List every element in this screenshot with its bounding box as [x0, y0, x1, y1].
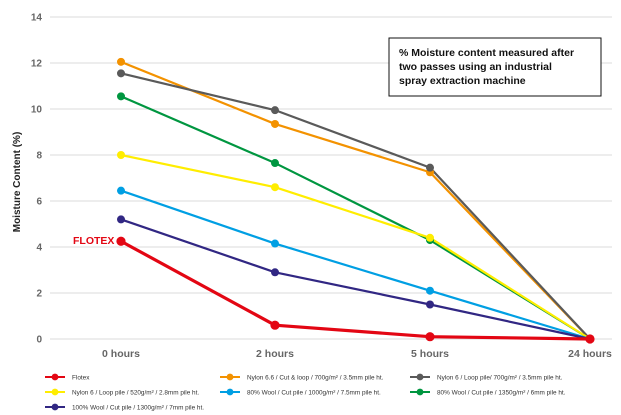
series-line-5 — [120, 95, 591, 340]
legend-swatch-dot-0 — [51, 373, 59, 381]
series-line-3 — [120, 153, 591, 340]
legend-label-4: 80% Wool / Cut pile / 1000g/m² / 7.5mm p… — [247, 389, 381, 396]
y-tick-label-2: 2 — [36, 289, 42, 300]
series-point-2-1 — [271, 106, 279, 115]
series-point-5-0 — [117, 92, 125, 101]
legend-swatch-dot-6 — [51, 403, 59, 411]
y-tick-label-14: 14 — [31, 13, 43, 24]
y-tick-label-6: 6 — [36, 197, 42, 208]
series-point-3-0 — [117, 151, 125, 159]
series-point-1-1 — [271, 119, 279, 128]
series-point-6-0 — [117, 215, 125, 224]
flotex-series-label: FLOTEX — [73, 235, 114, 247]
legend-label-0: Flotex — [72, 374, 90, 381]
annotation-frame — [388, 37, 602, 97]
series-point-5-1 — [271, 159, 279, 168]
series-line-2 — [120, 72, 591, 340]
series-line-6 — [120, 218, 591, 341]
legend: Flotex Nylon 6.6 / Cut & loop / 700g/m² /… — [45, 373, 566, 411]
y-tick-label-8: 8 — [36, 151, 42, 162]
annotation-box: % Moisture content measured after two pa… — [388, 37, 602, 97]
y-axis-ticks: 0 2 4 6 8 10 12 14 — [31, 13, 43, 346]
legend-swatch-dot-5 — [416, 388, 424, 396]
series-point-1-0 — [117, 57, 125, 66]
series-line-1 — [120, 60, 591, 340]
series-point-0-2 — [425, 332, 435, 342]
series-point-4-0 — [117, 186, 125, 195]
annotation-line-2: two passes using an industrial — [399, 61, 552, 73]
series-line-4 — [120, 189, 591, 341]
y-tick-label-10: 10 — [31, 105, 43, 116]
series-point-3-1 — [271, 183, 279, 192]
series-point-6-2 — [426, 300, 434, 309]
series-point-2-2 — [426, 163, 434, 172]
x-tick-label-3: 24 hours — [568, 348, 612, 360]
y-tick-label-4: 4 — [36, 243, 42, 254]
legend-label-3: Nylon 6 / Loop pile / 520g/m² / 2.8mm pi… — [72, 389, 199, 396]
y-tick-label-0: 0 — [36, 335, 42, 346]
annotation-line-1: % Moisture content measured after — [399, 47, 574, 59]
series-point-3-2 — [426, 233, 434, 242]
series-line-0 — [120, 239, 591, 341]
legend-swatch-dot-3 — [51, 388, 59, 396]
series-point-0-1 — [270, 320, 280, 330]
legend-label-5: 80% Wool / Cut pile / 1350g/m² / 6mm pil… — [437, 389, 566, 396]
series-point-2-0 — [117, 69, 125, 78]
annotation-line-3: spray extraction machine — [399, 75, 526, 87]
grid — [50, 16, 612, 340]
x-axis-ticks: 0 hours 2 hours 5 hours 24 hours — [102, 348, 612, 360]
legend-swatch-dot-2 — [416, 373, 424, 381]
series-point-0-3 — [585, 334, 595, 344]
x-tick-label-1: 2 hours — [256, 348, 294, 360]
series-point-6-1 — [271, 268, 279, 277]
legend-swatch-dot-4 — [226, 388, 234, 396]
x-tick-label-2: 5 hours — [411, 348, 449, 360]
x-tick-label-0: 0 hours — [102, 348, 140, 360]
series-point-4-1 — [271, 239, 279, 248]
y-axis-label: Moisture Content (%) — [12, 132, 23, 233]
series-point-0-0 — [116, 236, 126, 246]
y-tick-label-12: 12 — [31, 59, 43, 70]
series-lines — [120, 60, 591, 341]
legend-label-2: Nylon 6 / Loop pile/ 700g/m² / 3.5mm pil… — [437, 374, 563, 381]
series-points — [116, 57, 595, 344]
series-point-4-2 — [426, 286, 434, 295]
legend-swatch-dot-1 — [226, 373, 234, 381]
legend-label-6: 100% Wool / Cut pile / 1300g/m² / 7mm pi… — [72, 404, 204, 411]
legend-label-1: Nylon 6.6 / Cut & loop / 700g/m² / 3.5mm… — [247, 374, 384, 381]
